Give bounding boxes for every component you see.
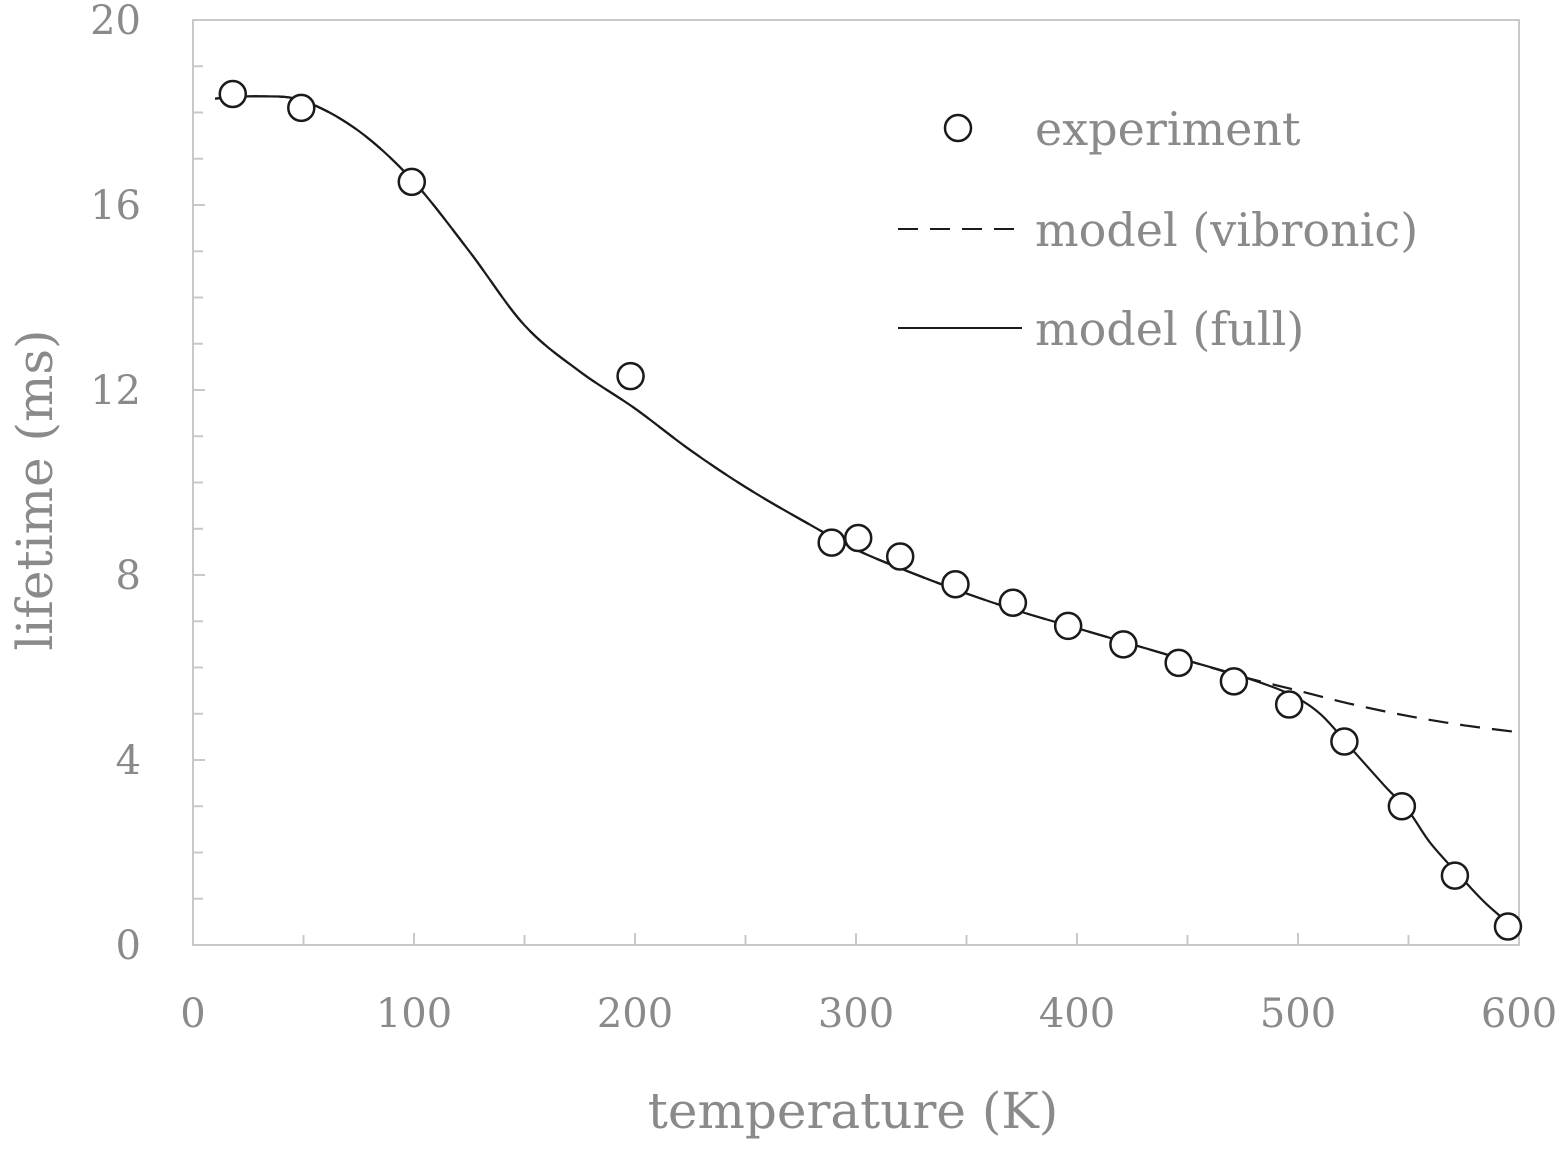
experiment-point xyxy=(397,167,427,197)
experiment-point xyxy=(885,542,915,571)
experiment-point xyxy=(1330,727,1359,756)
y-tick-label: 4 xyxy=(116,738,141,784)
experiment-point xyxy=(1493,912,1523,941)
experiment-point xyxy=(817,528,846,557)
legend-marker-experiment xyxy=(943,113,973,143)
legend-label-full: model (full) xyxy=(1035,302,1304,356)
x-tick-label: 200 xyxy=(597,991,673,1037)
experiment-point xyxy=(218,79,248,109)
experiment-point xyxy=(1109,630,1138,659)
experiment-markers xyxy=(218,79,1523,941)
y-tick-label: 16 xyxy=(90,183,141,229)
y-tick-label: 12 xyxy=(90,368,141,414)
y-tick-label: 8 xyxy=(116,553,141,599)
experiment-point xyxy=(616,361,645,391)
experiment-point xyxy=(1440,861,1470,890)
experiment-point xyxy=(1274,690,1304,719)
x-tick-label: 500 xyxy=(1260,991,1336,1037)
axes xyxy=(192,19,1520,946)
x-tick-label: 100 xyxy=(376,991,452,1037)
y-axis-label: lifetime (ms) xyxy=(6,329,64,650)
experiment-point xyxy=(1053,611,1083,641)
x-tick-label: 300 xyxy=(818,991,894,1037)
model-full-line xyxy=(215,95,1514,928)
experiment-point xyxy=(287,93,316,123)
tick-labels: 0 100 200 300 400 500 600 0 4 8 12 16 20 xyxy=(90,0,1557,1037)
experiment-point xyxy=(941,570,970,599)
legend-label-vibronic: model (vibronic) xyxy=(1035,203,1418,257)
experiment-point xyxy=(1387,792,1417,821)
legend: experiment model (vibronic) model (full) xyxy=(898,102,1418,356)
experiment-point xyxy=(843,523,873,553)
x-axis-label: temperature (K) xyxy=(648,1082,1058,1140)
x-tick-label: 0 xyxy=(180,991,205,1037)
x-tick-label: 600 xyxy=(1481,991,1557,1037)
experiment-point xyxy=(1164,648,1193,678)
experiment-point xyxy=(998,588,1028,617)
experiment-point xyxy=(1219,667,1249,696)
y-tick-label: 0 xyxy=(116,923,141,969)
x-tick-label: 400 xyxy=(1039,991,1115,1037)
y-tick-label: 20 xyxy=(90,0,141,44)
legend-label-experiment: experiment xyxy=(1035,102,1301,156)
